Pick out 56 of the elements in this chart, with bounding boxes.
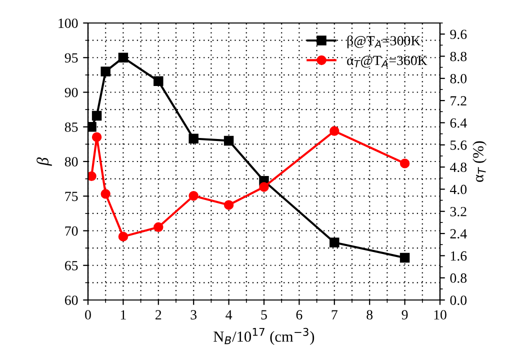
x-tick-label: 5 xyxy=(261,310,267,320)
x-tick-label: 0 xyxy=(85,310,91,320)
point xyxy=(118,232,128,242)
x-axis-title: N$_{B}$/10$^{17}$ (cm$^{−3}$) xyxy=(214,328,314,345)
legend-label: β@T$_{A}$=300K xyxy=(347,36,421,48)
point xyxy=(330,126,340,136)
point xyxy=(188,190,198,201)
y2-axis-title: α$_{T}$ (%) xyxy=(472,141,486,182)
y-tick-label: 100 xyxy=(58,18,78,28)
y2-tick-label: 2.4 xyxy=(450,229,467,239)
x-tick-label: 9 xyxy=(402,310,408,320)
point xyxy=(400,252,410,263)
y-tick-label: 95 xyxy=(64,53,78,63)
x-tick-label: 4 xyxy=(226,310,232,320)
y-tick-label: 80 xyxy=(64,157,78,166)
y-tick-label: 60 xyxy=(64,296,78,305)
y2-tick-label: 8.0 xyxy=(450,74,467,84)
y-tick-label: 85 xyxy=(64,122,78,132)
y2-tick-label: 0.8 xyxy=(450,273,467,283)
point xyxy=(88,171,96,182)
point xyxy=(154,76,164,86)
y-tick-label: 90 xyxy=(64,88,78,98)
point xyxy=(188,134,198,144)
point xyxy=(100,66,110,76)
point xyxy=(224,200,234,210)
y2-tick-label: 0.0 xyxy=(450,296,467,306)
y2-tick-label: 7.2 xyxy=(450,96,466,106)
y2-tick-label: 4.0 xyxy=(450,184,467,194)
point xyxy=(154,222,164,232)
x-tick-label: 10 xyxy=(434,310,446,320)
x-tick-label: 3 xyxy=(190,310,197,320)
y2-tick-label: 5.6 xyxy=(450,140,467,150)
point xyxy=(118,52,128,62)
y2-tick-label: 3.2 xyxy=(450,206,466,216)
point xyxy=(100,189,110,199)
point xyxy=(330,238,340,248)
x-tick-label: 8 xyxy=(366,310,373,320)
point xyxy=(400,158,410,168)
y2-tick-label: 8.8 xyxy=(450,52,467,62)
y2-tick-label: 6.4 xyxy=(450,118,467,128)
y2-tick-label: 9.6 xyxy=(450,30,467,40)
y-tick-label: 65 xyxy=(64,260,78,270)
point xyxy=(224,136,234,146)
y2-tick-label: 1.6 xyxy=(450,251,467,261)
x-tick-label: 7 xyxy=(332,310,338,320)
y2-tick-label: 4.8 xyxy=(450,162,467,172)
y-axis-title: β xyxy=(36,157,52,166)
x-tick-label: 6 xyxy=(296,310,302,320)
point xyxy=(92,110,102,121)
point xyxy=(92,132,102,142)
point xyxy=(88,122,96,132)
y-tick-label: 75 xyxy=(65,192,78,202)
point xyxy=(259,182,269,192)
x-tick-label: 2 xyxy=(156,310,162,320)
y-tick-label: 70 xyxy=(65,226,78,236)
x-tick-label: 1 xyxy=(120,310,126,320)
